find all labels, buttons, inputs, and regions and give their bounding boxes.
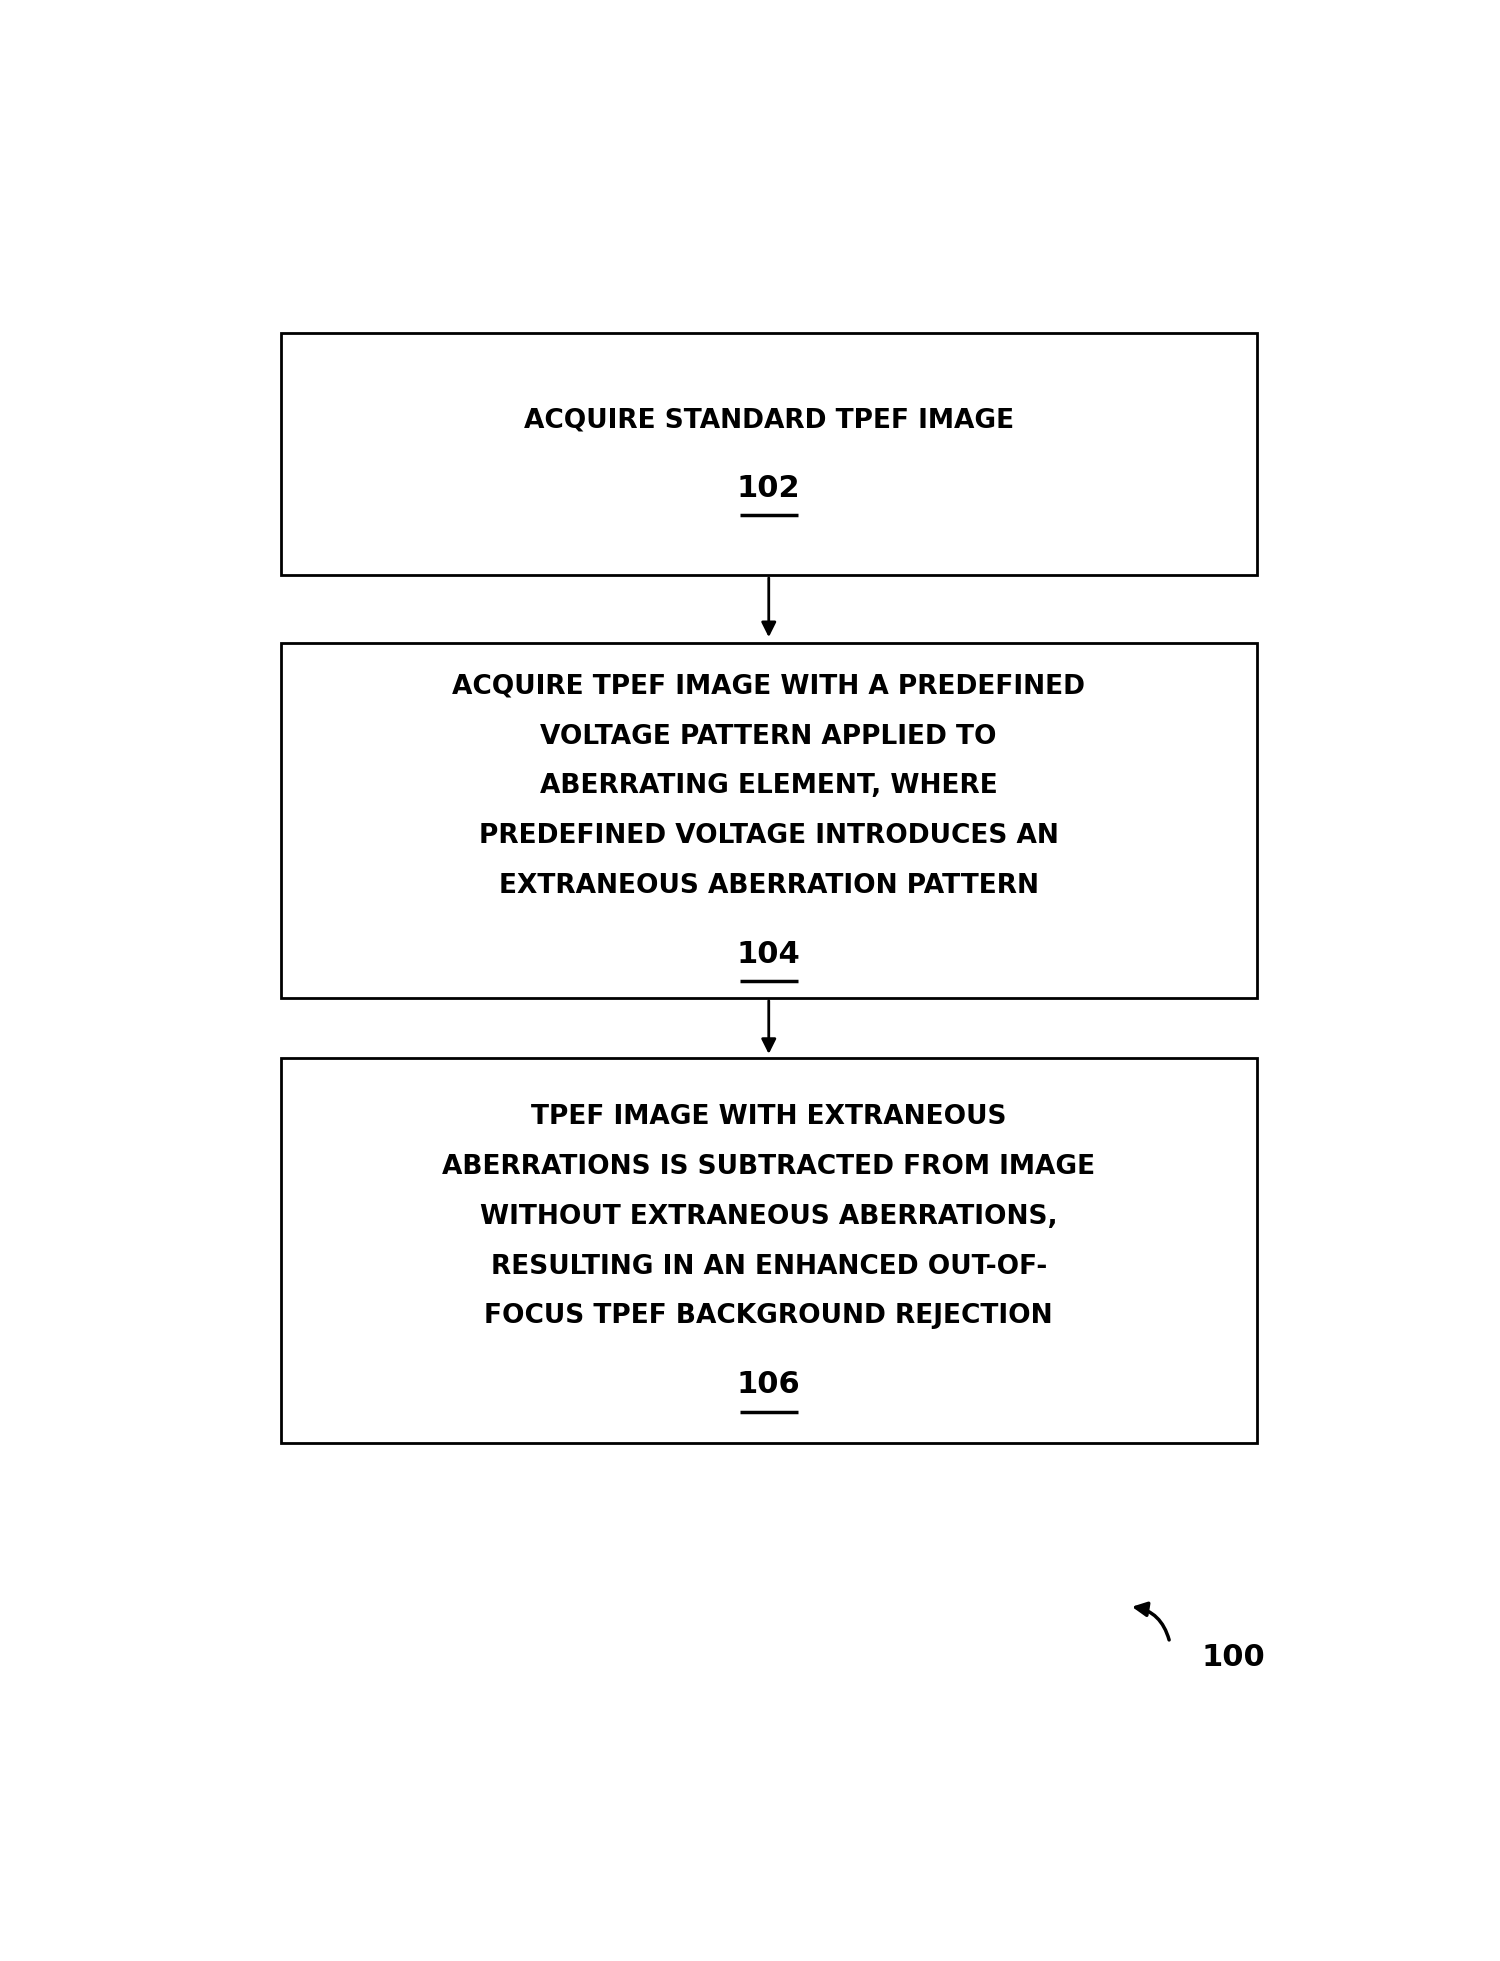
- Text: FOCUS TPEF BACKGROUND REJECTION: FOCUS TPEF BACKGROUND REJECTION: [484, 1304, 1053, 1330]
- Text: 100: 100: [1202, 1643, 1264, 1673]
- Text: 106: 106: [736, 1371, 801, 1398]
- Text: ABERRATIONS IS SUBTRACTED FROM IMAGE: ABERRATIONS IS SUBTRACTED FROM IMAGE: [442, 1153, 1095, 1181]
- Text: RESULTING IN AN ENHANCED OUT-OF-: RESULTING IN AN ENHANCED OUT-OF-: [490, 1253, 1047, 1281]
- Text: VOLTAGE PATTERN APPLIED TO: VOLTAGE PATTERN APPLIED TO: [540, 724, 998, 749]
- Text: ACQUIRE TPEF IMAGE WITH A PREDEFINED: ACQUIRE TPEF IMAGE WITH A PREDEFINED: [453, 675, 1084, 700]
- Text: 102: 102: [736, 475, 801, 502]
- Text: WITHOUT EXTRANEOUS ABERRATIONS,: WITHOUT EXTRANEOUS ABERRATIONS,: [480, 1204, 1058, 1230]
- Text: ABERRATING ELEMENT, WHERE: ABERRATING ELEMENT, WHERE: [540, 773, 998, 800]
- Bar: [280, 1059, 1257, 1443]
- Text: TPEF IMAGE WITH EXTRANEOUS: TPEF IMAGE WITH EXTRANEOUS: [531, 1104, 1007, 1130]
- Text: EXTRANEOUS ABERRATION PATTERN: EXTRANEOUS ABERRATION PATTERN: [498, 873, 1038, 898]
- Bar: [280, 333, 1257, 575]
- Bar: [280, 643, 1257, 998]
- Text: 104: 104: [736, 939, 801, 969]
- Text: ACQUIRE STANDARD TPEF IMAGE: ACQUIRE STANDARD TPEF IMAGE: [524, 408, 1014, 433]
- Text: PREDEFINED VOLTAGE INTRODUCES AN: PREDEFINED VOLTAGE INTRODUCES AN: [478, 824, 1059, 849]
